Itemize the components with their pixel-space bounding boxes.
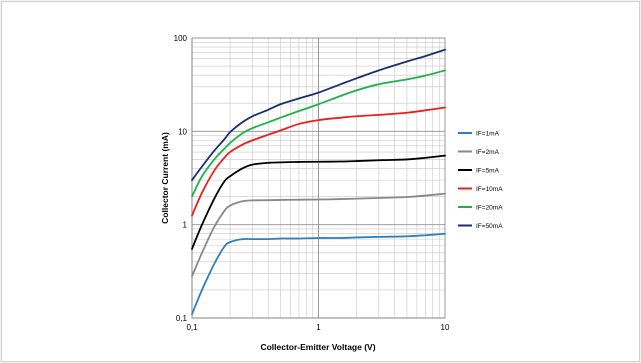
legend-label: IF=10mA: [476, 186, 503, 193]
y-tick-labels: 0,1 1 10 100: [174, 34, 188, 323]
series-line: [191, 48, 446, 182]
x-tick-label: 10: [441, 323, 450, 332]
plot-frame: [191, 37, 446, 319]
y-tick-label: 10: [178, 127, 187, 136]
x-tick-label: 1: [316, 323, 321, 332]
legend: IF=1mA IF=2mA IF=5mA IF=10mA IF=20mA IF=50mA: [458, 131, 503, 230]
y-tick-label: 100: [174, 34, 188, 43]
y-axis-title: Collector Current (mA): [160, 132, 170, 224]
legend-label: IF=50mA: [476, 223, 503, 230]
series-line: [191, 69, 446, 198]
x-axis-title: Collector-Emitter Voltage (V): [260, 342, 375, 352]
legend-label: IF=2mA: [476, 149, 500, 156]
series-line: [191, 192, 446, 278]
legend-label: IF=20mA: [476, 205, 503, 212]
x-tick-labels: 0,1 1 10: [186, 323, 450, 332]
series-line: [191, 106, 446, 217]
y-tick-label: 1: [183, 221, 188, 230]
y-tick-label: 0,1: [176, 314, 188, 323]
x-tick-label: 0,1: [186, 323, 198, 332]
series-line: [191, 232, 446, 316]
legend-label: IF=5mA: [476, 168, 500, 175]
series-lines: [191, 48, 446, 316]
legend-label: IF=1mA: [476, 131, 500, 138]
series-line: [191, 154, 446, 250]
